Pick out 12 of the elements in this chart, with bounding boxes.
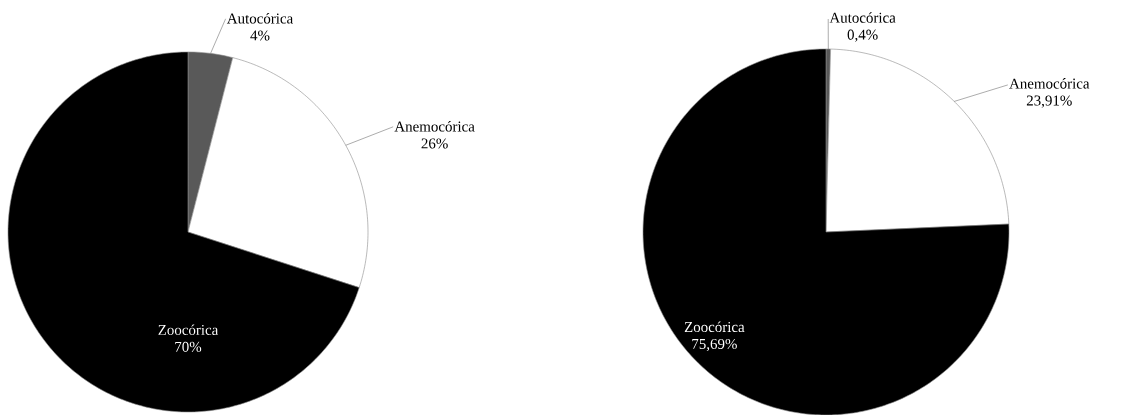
data-label: 75,69% — [692, 338, 737, 352]
slice-label: Zoocórica — [158, 324, 219, 335]
data-label: 23,91% — [1026, 95, 1072, 108]
slice-label: Autocórica — [226, 13, 293, 24]
slice-label: Zoocórica — [684, 321, 745, 333]
slice-label: Anemocórica — [1009, 78, 1090, 89]
slice-label: Autocórica — [829, 12, 896, 23]
data-label: 4% — [250, 30, 270, 41]
data-label: 26% — [421, 138, 448, 149]
data-label: 0,4% — [847, 29, 878, 42]
slice-label: Anemocórica — [394, 121, 475, 132]
data-label: 70% — [175, 341, 202, 352]
